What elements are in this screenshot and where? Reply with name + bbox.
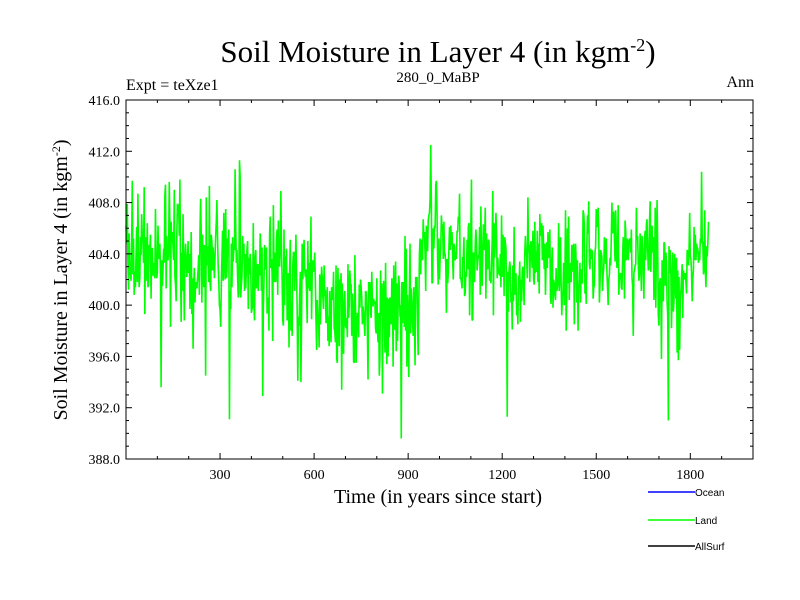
land-series-line [125,144,710,439]
y-tick-label: 404.0 [89,248,121,263]
y-tick-label: 400.0 [89,299,121,314]
legend-label-land: Land [695,516,717,527]
y-axis-label: Soil Moisture in Layer 4 (in kgm-2) [49,139,72,420]
experiment-label: Expt = teXze1 [126,77,219,94]
y-tick-label: 412.0 [89,145,121,160]
y-tick-label: 388.0 [89,453,121,468]
x-tick-label: 600 [304,468,325,483]
x-axis-label: Time (in years since start) [334,486,542,508]
legend-label-ocean: Ocean [695,488,724,499]
legend-label-allsurf: AllSurf [695,542,725,553]
period-label: 280_0_MaBP [396,70,479,86]
y-tick-label: 396.0 [89,350,121,365]
y-tick-label: 408.0 [89,197,121,212]
x-tick-label: 1200 [488,468,516,483]
x-tick-label: 1800 [676,468,704,483]
x-tick-label: 1500 [582,468,610,483]
land-series [125,144,710,439]
chart-title: Soil Moisture in Layer 4 (in kgm-2) [220,34,655,69]
season-label: Ann [726,74,754,91]
legend: Ocean Land AllSurf [648,488,725,553]
y-tick-label: 392.0 [89,402,121,417]
x-tick-label: 300 [210,468,231,483]
plot-frame [125,99,754,460]
x-tick-label: 900 [398,468,419,483]
axis-ticks: 300 600 900 1200 1500 1800 388.0 392.0 396.0 400.… [89,94,753,483]
y-tick-label: 416.0 [89,94,121,109]
